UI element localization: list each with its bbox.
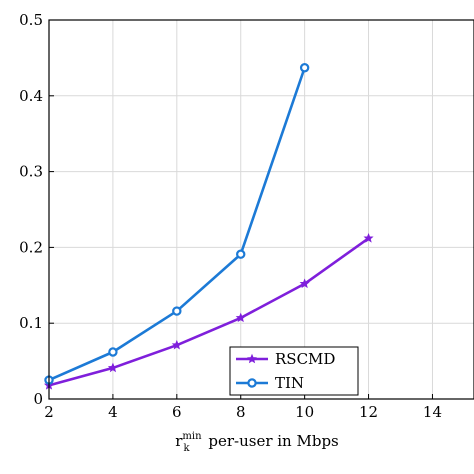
data-point-tin bbox=[172, 306, 182, 316]
x-tick-label: 8 bbox=[236, 403, 246, 421]
legend: RSCMD TIN bbox=[229, 346, 359, 396]
series-tin bbox=[44, 63, 310, 385]
data-point-tin bbox=[236, 249, 246, 259]
y-tick-label: 0.2 bbox=[19, 238, 43, 256]
x-tick-label: 10 bbox=[295, 403, 314, 421]
data-point-tin bbox=[108, 347, 118, 357]
x-tick-label: 14 bbox=[423, 403, 442, 421]
x-tick-label: 4 bbox=[108, 403, 118, 421]
data-point-rscmd bbox=[107, 362, 118, 373]
legend-label-rscmd: RSCMD bbox=[275, 350, 335, 368]
y-tick-label: 0.4 bbox=[19, 87, 43, 105]
x-tick-label: 6 bbox=[172, 403, 182, 421]
data-point-rscmd bbox=[363, 233, 374, 243]
x-axis-label-superscript: min bbox=[182, 431, 202, 442]
legend-marker-tin bbox=[247, 378, 257, 388]
legend-marker-rscmd bbox=[246, 353, 258, 364]
x-axis-label: rmin k per-user in Mbps bbox=[175, 431, 339, 454]
x-axis-label-base: r bbox=[175, 432, 183, 450]
series-layer bbox=[43, 63, 374, 390]
data-point-rscmd bbox=[299, 278, 310, 289]
y-tick-label: 0.3 bbox=[19, 163, 43, 181]
legend-label-tin: TIN bbox=[275, 374, 304, 392]
x-axis-label-rest: per-user in Mbps bbox=[204, 432, 339, 450]
grid bbox=[49, 20, 474, 399]
data-point-tin bbox=[299, 63, 310, 73]
y-tick-label: 0 bbox=[33, 390, 43, 408]
y-tick-label: 0.5 bbox=[19, 11, 43, 29]
x-tick-label: 12 bbox=[359, 403, 378, 421]
y-tick-label: 0.1 bbox=[19, 314, 43, 332]
x-tick-label: 2 bbox=[44, 403, 54, 421]
series-line-rscmd bbox=[48, 237, 370, 387]
data-point-rscmd bbox=[171, 339, 182, 350]
tick-labels: 2 4 6 8 10 12 14 0 0.1 0.2 0.3 0.4 0.5 bbox=[19, 11, 442, 421]
plot-frame bbox=[48, 19, 474, 400]
data-point-rscmd bbox=[235, 312, 246, 323]
x-axis-label-subscript: k bbox=[184, 443, 191, 454]
